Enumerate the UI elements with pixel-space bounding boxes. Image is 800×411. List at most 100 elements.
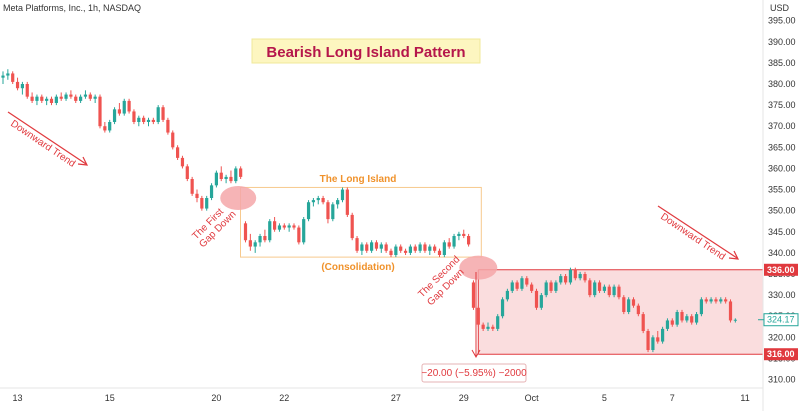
candle-body [340, 189, 345, 201]
candle-body [180, 157, 185, 167]
candle-body [656, 337, 660, 342]
candle-body [413, 246, 417, 251]
candle-body [49, 98, 54, 103]
candle-body [79, 96, 83, 101]
candle-body [500, 299, 505, 317]
candle-body [88, 94, 92, 99]
candle-body [40, 96, 44, 101]
y-tick-label: 330.00 [768, 290, 796, 300]
chart-title: Bearish Long Island Pattern [266, 44, 465, 61]
candle-body [273, 221, 277, 230]
candle-body [93, 96, 97, 99]
candle-body [442, 242, 446, 255]
downtrend-right-arrow-head [728, 250, 740, 260]
candle-body [481, 324, 485, 329]
candle-body [486, 326, 490, 329]
title-box [251, 38, 481, 64]
candle-body [491, 326, 495, 329]
candle-body [54, 96, 58, 103]
candle-body [117, 109, 121, 114]
candle-body [403, 250, 408, 253]
candle-body [564, 276, 568, 283]
candle-body [515, 282, 519, 289]
candle-body [132, 111, 136, 122]
first-gap-marker [220, 186, 257, 210]
candle-body [602, 286, 606, 291]
candle-body [467, 236, 471, 245]
currency-label: USD [770, 3, 790, 13]
second-gap-marker [459, 255, 498, 280]
candle-body [234, 168, 238, 182]
candle-body [588, 280, 592, 296]
candle-body [646, 331, 650, 350]
price-label: 336.00 [767, 265, 795, 275]
downtrend-left-arrow [7, 111, 87, 165]
candle-body [176, 147, 180, 158]
candle-body [336, 200, 340, 205]
candle-body [447, 242, 451, 247]
candle-body [30, 96, 34, 101]
candle-body [103, 126, 107, 131]
candle-body [248, 240, 252, 247]
candle-body [45, 98, 49, 101]
candle-body [704, 299, 708, 302]
y-tick-label: 345.00 [768, 227, 796, 237]
candle-body [282, 225, 286, 228]
candle-body [146, 119, 151, 122]
y-tick-label: 380.00 [768, 79, 796, 89]
x-tick-label: 7 [670, 393, 675, 403]
candle-body [166, 119, 170, 133]
candle-body [195, 193, 199, 198]
symbol-header: Meta Platforms, Inc., 1h, NASDAQ [3, 3, 141, 13]
downtrend-right-arrow [657, 205, 738, 259]
candle-body [437, 250, 442, 255]
candle-body [544, 282, 548, 296]
candle-body [171, 132, 175, 148]
candle-body [452, 236, 456, 247]
candle-body [11, 73, 15, 82]
candle-body [568, 269, 573, 283]
y-tick-label: 390.00 [768, 37, 796, 47]
candle-body [190, 179, 194, 194]
candle-body [59, 96, 63, 99]
candle-body [214, 172, 218, 186]
candle-body [573, 269, 577, 279]
price-label: 324.17 [767, 315, 795, 325]
candle-body [724, 299, 728, 302]
candles-layer [1, 69, 737, 353]
y-tick-label: 370.00 [768, 121, 796, 131]
candle-body [311, 200, 315, 203]
measure-arrow-head [471, 349, 481, 359]
measure-label: −20.00 (−5.95%) −2000 [421, 368, 527, 379]
consolidation-label: (Consolidation) [321, 262, 394, 273]
candle-body [268, 221, 272, 241]
x-tick-label: 20 [211, 393, 221, 403]
candle-body [69, 94, 73, 97]
candle-body [549, 282, 553, 291]
candle-body [321, 198, 325, 203]
candle-body [374, 242, 379, 249]
x-tick-label: 29 [459, 393, 469, 403]
candle-body [457, 233, 461, 236]
candle-body [733, 319, 737, 321]
x-tick-label: Oct [525, 393, 540, 403]
candle-body [151, 119, 155, 122]
candle-body [505, 290, 509, 300]
candle-body [379, 244, 383, 249]
candle-body [641, 314, 645, 331]
candle-body [239, 168, 243, 177]
candle-body [408, 246, 412, 253]
candle-body [394, 246, 398, 255]
candle-body [559, 276, 563, 283]
candle-body [728, 301, 733, 321]
candle-body [263, 236, 267, 241]
candle-body [297, 227, 301, 243]
x-tick-label: 11 [740, 393, 749, 403]
candle-body [709, 299, 713, 302]
candle-body [520, 278, 524, 289]
x-axis-ticks: 131520222729Oct571113 [13, 393, 750, 403]
candle-body [578, 274, 582, 279]
candle-body [636, 305, 640, 315]
candle-body [665, 320, 670, 329]
